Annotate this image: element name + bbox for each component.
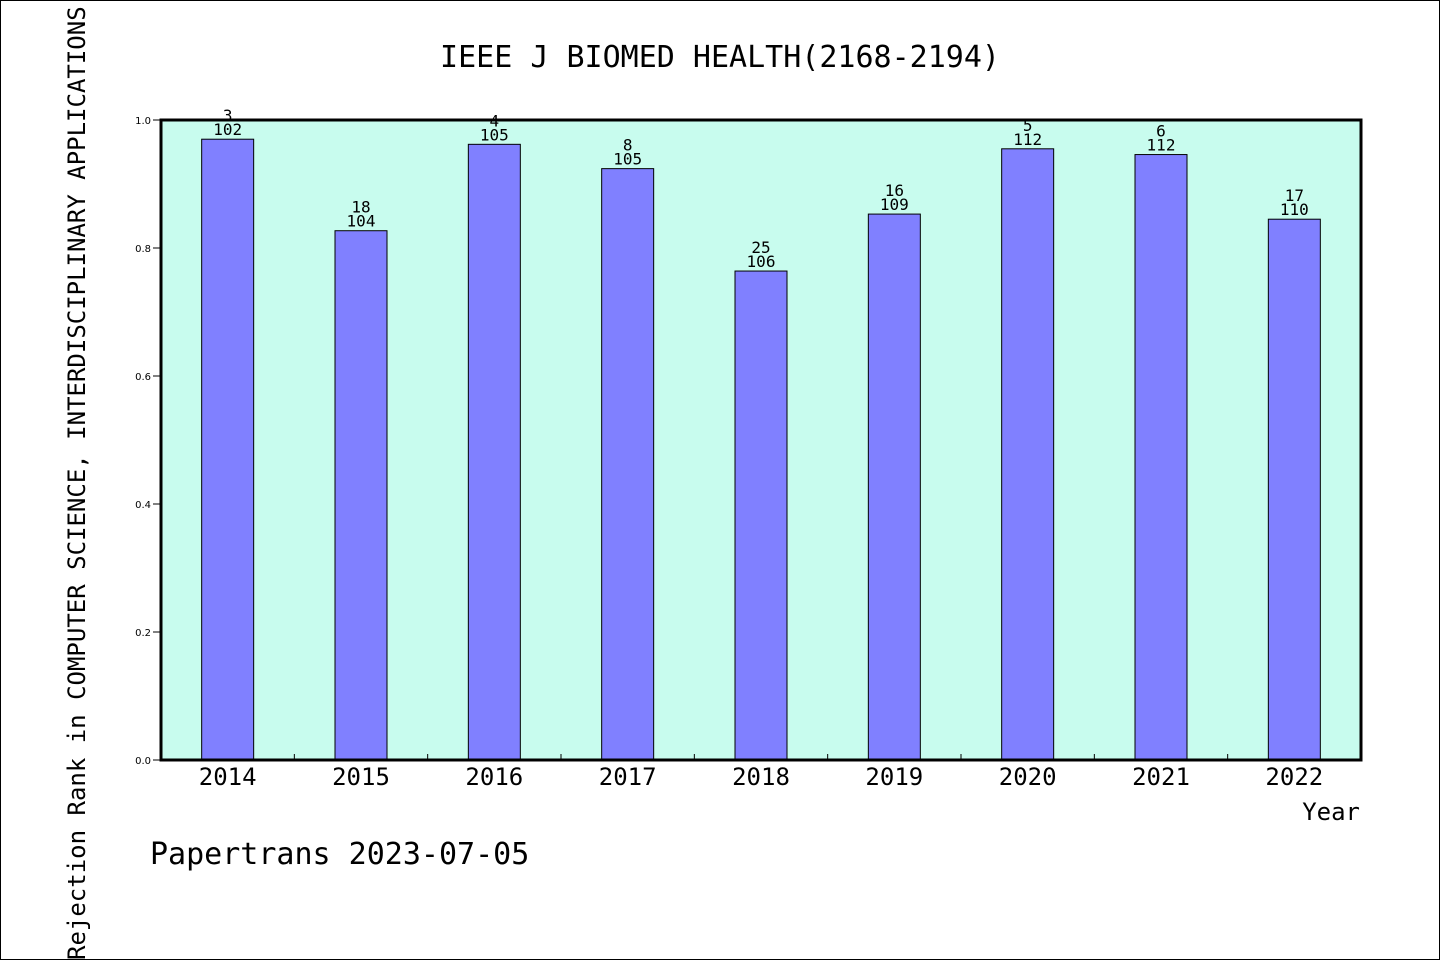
x-axis: 2014 2015 2016 2017 2018 2019 2020 2021 2022 bbox=[199, 754, 1323, 791]
bar-2020 bbox=[1001, 148, 1055, 761]
bar-total-label: 109 bbox=[880, 195, 909, 214]
bar-rank-label: 8 bbox=[623, 136, 633, 155]
bar-2022 bbox=[1267, 218, 1321, 761]
y-axis-label: Rejection Rank in COMPUTER SCIENCE, INTE… bbox=[63, 6, 91, 960]
bar-rank-label: 6 bbox=[1156, 122, 1166, 141]
x-tick-label: 2022 bbox=[1265, 763, 1323, 791]
x-tick-label: 2020 bbox=[999, 763, 1057, 791]
x-tick-label: 2016 bbox=[465, 763, 523, 791]
bar-2014 bbox=[201, 138, 255, 761]
bar-2017 bbox=[601, 168, 655, 761]
x-tick-label: 2014 bbox=[199, 763, 257, 791]
bar-total-label: 110 bbox=[1280, 200, 1309, 219]
y-tick-label: 0.6 bbox=[135, 372, 151, 383]
bar-2016 bbox=[467, 143, 521, 761]
bar-total-label: 112 bbox=[1013, 130, 1042, 149]
x-tick-label: 2018 bbox=[732, 763, 790, 791]
x-axis-label: Year bbox=[1302, 798, 1360, 826]
x-tick-label: 2015 bbox=[332, 763, 390, 791]
bar-total-label: 105 bbox=[613, 150, 642, 169]
bar-2018 bbox=[734, 270, 788, 761]
y-tick-label: 0.8 bbox=[135, 244, 151, 255]
bar-total-label: 102 bbox=[213, 120, 242, 139]
y-tick-label: 0.2 bbox=[135, 628, 151, 639]
bars-group bbox=[201, 138, 1321, 761]
bar-2019 bbox=[867, 213, 921, 761]
bar-total-label: 104 bbox=[347, 212, 376, 231]
bar-total-label: 105 bbox=[480, 125, 509, 144]
bar-2021 bbox=[1134, 154, 1188, 761]
chart-title: IEEE J BIOMED HEALTH(2168-2194) bbox=[440, 40, 1000, 75]
x-tick-label: 2017 bbox=[599, 763, 657, 791]
bar-rank-label: 18 bbox=[351, 198, 370, 217]
bar-2015 bbox=[334, 230, 388, 761]
bar-total-label: 112 bbox=[1147, 136, 1176, 155]
bar-rank-label: 5 bbox=[1023, 116, 1033, 135]
x-tick-label: 2021 bbox=[1132, 763, 1190, 791]
y-tick-label: 1.0 bbox=[135, 116, 151, 127]
y-axis: 0.0 0.2 0.4 0.6 0.8 1.0 bbox=[135, 116, 161, 767]
bar-rank-label: 17 bbox=[1285, 186, 1304, 205]
y-tick-label: 0.4 bbox=[135, 500, 151, 511]
footer-text: Papertrans 2023-07-05 bbox=[150, 837, 529, 872]
plot-border bbox=[159, 118, 1363, 762]
bar-rank-label: 3 bbox=[223, 106, 233, 125]
bar-total-label: 106 bbox=[747, 252, 776, 271]
y-tick-label: 0.0 bbox=[135, 756, 151, 767]
bar-rank-label: 25 bbox=[751, 238, 770, 257]
bar-rank-label: 16 bbox=[885, 181, 904, 200]
x-tick-label: 2019 bbox=[865, 763, 923, 791]
